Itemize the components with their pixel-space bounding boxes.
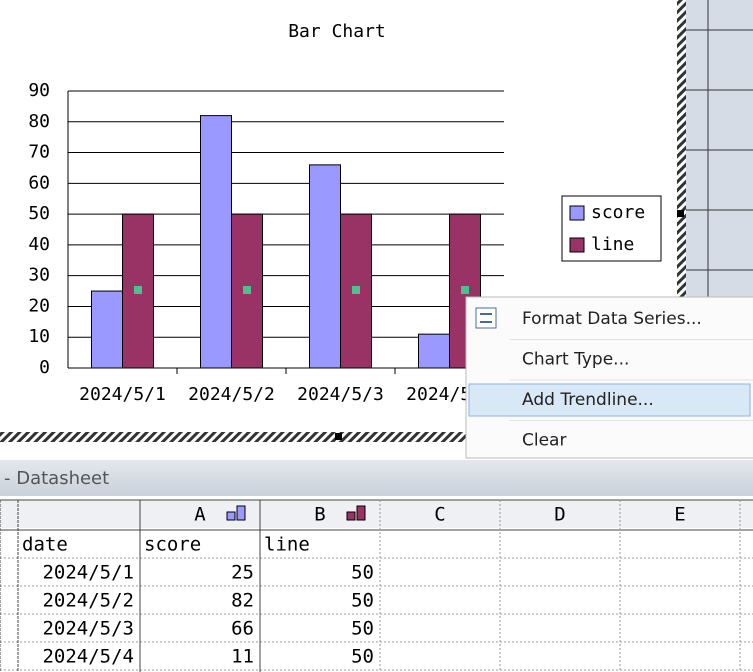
column-header[interactable]: A xyxy=(194,504,206,526)
menu-highlight xyxy=(468,383,751,417)
chart-border xyxy=(0,432,686,442)
menu-icon xyxy=(475,307,497,329)
y-tick-label: 0 xyxy=(39,357,50,378)
bar[interactable] xyxy=(309,164,341,369)
column-header[interactable]: B xyxy=(314,504,325,526)
bar[interactable] xyxy=(91,290,123,369)
y-tick-label: 20 xyxy=(28,295,50,316)
cell[interactable]: 2024/5/3 xyxy=(42,618,134,640)
resize-handle[interactable] xyxy=(335,433,342,440)
series-icon xyxy=(226,511,236,521)
y-tick-label: 90 xyxy=(28,80,50,101)
cell[interactable]: 2024/5/2 xyxy=(42,590,134,612)
legend-swatch xyxy=(569,237,585,253)
menu-item[interactable]: Format Data Series... xyxy=(522,309,702,329)
selection-handle xyxy=(352,286,360,294)
y-tick-label: 40 xyxy=(28,234,50,255)
header-row xyxy=(0,500,753,528)
cell[interactable]: 2024/5/1 xyxy=(42,562,134,584)
menu-item[interactable]: Clear xyxy=(522,431,566,451)
series-icon xyxy=(356,505,366,521)
series-icon xyxy=(236,505,246,521)
legend-label: score xyxy=(591,202,645,223)
header-cell[interactable]: date xyxy=(22,534,68,556)
cell[interactable]: 2024/5/4 xyxy=(42,646,134,668)
column-header[interactable]: E xyxy=(674,504,685,526)
series-icon xyxy=(346,511,356,521)
resize-handle[interactable] xyxy=(677,210,684,217)
datasheet-titlebar xyxy=(0,460,753,496)
plot: 0 10 20 30 40 50 60 70 80 90 2024/5/1 2024/5/2 2024/… xyxy=(28,80,645,405)
x-tick-label: 2024/5/3 xyxy=(297,384,384,405)
cell[interactable]: 11 xyxy=(231,646,254,668)
chart-title: Bar Chart xyxy=(288,21,386,42)
datasheet-title: - Datasheet xyxy=(4,468,109,489)
context-menu: Format Data Series... Chart Type... Add Tr… xyxy=(465,296,753,459)
cell[interactable]: 50 xyxy=(351,646,374,668)
column-header[interactable]: D xyxy=(554,504,565,526)
column-header[interactable]: C xyxy=(434,504,445,526)
menu-item[interactable]: Add Trendline... xyxy=(522,390,654,410)
chart-border xyxy=(677,0,686,442)
y-tick-label: 50 xyxy=(28,203,50,224)
legend-swatch xyxy=(569,205,585,221)
bar[interactable] xyxy=(200,115,232,369)
y-tick-label: 10 xyxy=(28,326,50,347)
cell[interactable]: 50 xyxy=(351,590,374,612)
y-tick-label: 80 xyxy=(28,111,50,132)
selection-handle xyxy=(243,286,251,294)
cell[interactable]: 50 xyxy=(351,562,374,584)
header-cell[interactable]: line xyxy=(264,534,310,556)
header-cell[interactable]: score xyxy=(144,534,201,556)
menu-item[interactable]: Chart Type... xyxy=(522,350,629,370)
cell[interactable]: 82 xyxy=(231,590,254,612)
bar[interactable] xyxy=(418,333,450,369)
cell[interactable]: 66 xyxy=(231,618,254,640)
cell[interactable]: 50 xyxy=(351,618,374,640)
y-tick-label: 30 xyxy=(28,265,50,286)
y-tick-label: 70 xyxy=(28,142,50,163)
legend-label: line xyxy=(591,234,634,255)
selection-handle xyxy=(134,286,142,294)
y-tick-label: 60 xyxy=(28,172,50,193)
cell[interactable]: 25 xyxy=(231,562,254,584)
x-tick-label: 2024/5/1 xyxy=(79,384,166,405)
menu-box xyxy=(465,296,753,459)
selection-handle xyxy=(461,286,469,294)
bar[interactable] xyxy=(122,213,154,369)
x-tick-label: 2024/5/2 xyxy=(188,384,275,405)
